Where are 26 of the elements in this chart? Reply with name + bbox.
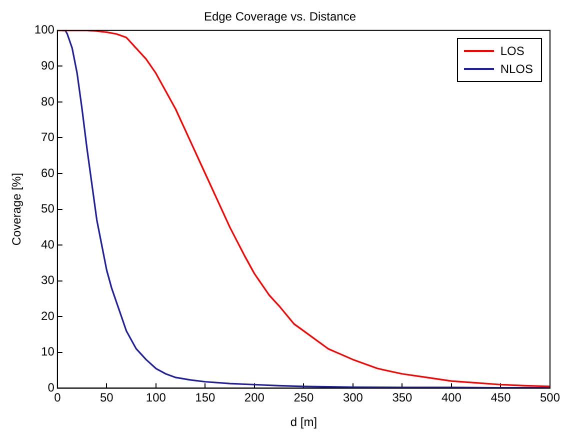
- x-tick-label: 450: [490, 390, 512, 405]
- y-axis-title: Coverage [%]: [10, 172, 24, 246]
- x-tick-label: 100: [146, 390, 166, 405]
- y-tick-label: 70: [41, 130, 55, 144]
- x-tick-label: 200: [244, 390, 265, 405]
- x-tick-label: 150: [195, 390, 216, 405]
- chart-title: Edge Coverage vs. Distance: [204, 10, 356, 24]
- x-tick-label: 300: [342, 390, 364, 405]
- y-tick-label: 30: [41, 273, 55, 288]
- x-tick-label: 250: [294, 390, 314, 405]
- legend-label: NLOS: [500, 61, 533, 78]
- y-tick-label: 100: [34, 22, 55, 37]
- x-tick-label: 400: [441, 390, 462, 405]
- x-tick-label: 50: [100, 390, 114, 405]
- y-tick-label: 0: [48, 380, 55, 395]
- legend-label: LOS: [500, 43, 524, 60]
- x-tick-label: 350: [392, 390, 413, 405]
- y-tick-label: 10: [41, 344, 55, 359]
- y-tick-label: 20: [41, 308, 55, 323]
- y-tick-label: 90: [41, 58, 55, 72]
- x-tick-label: 500: [540, 390, 560, 405]
- y-tick-label: 50: [41, 202, 55, 216]
- y-tick-label: 60: [41, 166, 55, 180]
- y-tick-label: 80: [41, 94, 55, 108]
- y-tick-label: 40: [41, 237, 55, 252]
- x-axis-title: d [m]: [290, 415, 318, 430]
